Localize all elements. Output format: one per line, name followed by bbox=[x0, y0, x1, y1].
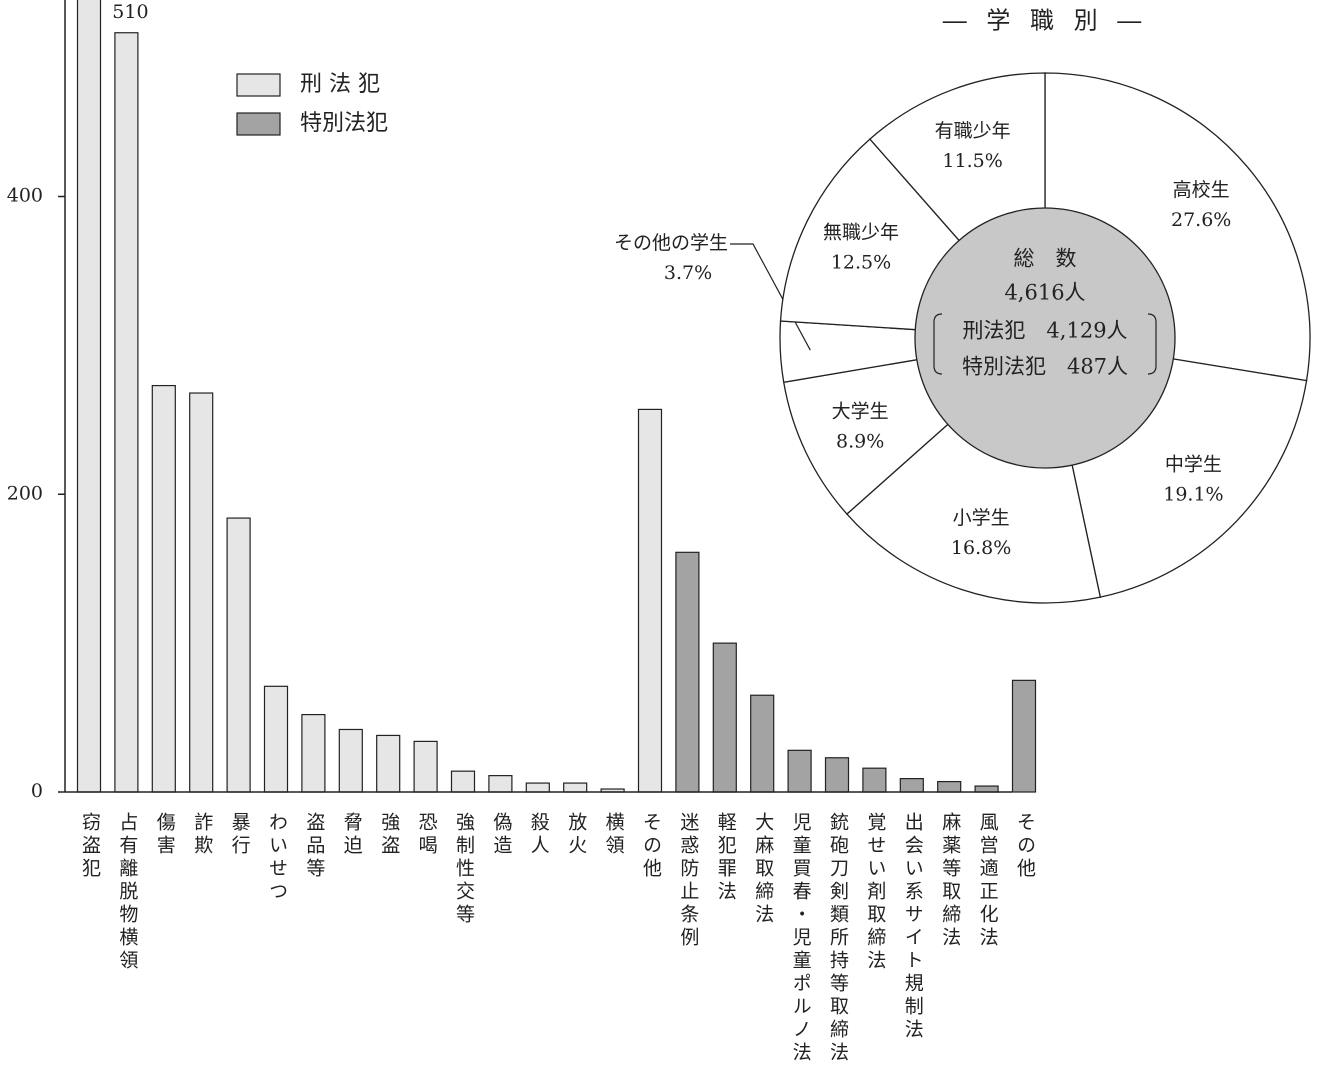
x-tick-label: 偽造 bbox=[490, 812, 512, 858]
bar bbox=[787, 749, 812, 793]
legend-swatch bbox=[236, 112, 281, 136]
slice-value: 19.1% bbox=[1163, 483, 1223, 505]
y-tick-label: 400 bbox=[7, 185, 43, 207]
pie-center bbox=[914, 207, 1176, 469]
legend-label: 特別法犯 bbox=[300, 111, 388, 136]
x-tick-label: 占有離脱物横領 bbox=[116, 812, 138, 973]
x-tick-label: 出会い系サイト規制法 bbox=[902, 812, 924, 1042]
bar bbox=[637, 408, 663, 793]
y-tick-label: 200 bbox=[7, 482, 43, 504]
slice-label: 高校生 bbox=[1173, 179, 1230, 201]
slice-label: 大学生 bbox=[832, 401, 889, 423]
x-tick-label: 横領 bbox=[603, 812, 625, 858]
bar bbox=[114, 32, 139, 793]
pie-title: ― 学 職 別 ― bbox=[943, 7, 1148, 35]
center-text: 総 数 bbox=[1014, 247, 1077, 271]
x-tick-label: 傷害 bbox=[154, 812, 176, 858]
bracket bbox=[933, 313, 943, 375]
bar bbox=[226, 517, 251, 793]
slice-label: 無職少年 bbox=[823, 222, 899, 244]
bar bbox=[712, 642, 737, 793]
slice-label: 小学生 bbox=[953, 507, 1010, 529]
slice-value: 3.7% bbox=[664, 262, 712, 284]
bar bbox=[899, 778, 924, 793]
x-tick-label: 殺人 bbox=[528, 812, 550, 858]
slice-value: 11.5% bbox=[942, 150, 1002, 172]
slice-label: 有職少年 bbox=[935, 120, 1011, 142]
x-tick-label: 麻薬等取締法 bbox=[939, 812, 961, 950]
x-tick-label: 強盗 bbox=[378, 812, 400, 858]
bar bbox=[263, 685, 289, 793]
slice-label: 中学生 bbox=[1165, 453, 1222, 475]
x-tick-label: 軽犯罪法 bbox=[715, 812, 737, 904]
bar bbox=[376, 734, 401, 793]
bar bbox=[862, 767, 887, 793]
bar bbox=[488, 775, 513, 793]
bar bbox=[301, 713, 326, 793]
x-tick-label: 暴行 bbox=[229, 812, 251, 858]
slice-label: その他の学生 bbox=[614, 232, 728, 254]
slice-value: 12.5% bbox=[831, 252, 891, 274]
data-label: 510 bbox=[112, 1, 148, 23]
x-tick-label: 盗品等 bbox=[303, 812, 325, 881]
x-tick-label: 大麻取締法 bbox=[752, 812, 774, 927]
x-tick-label: わいせつ bbox=[266, 812, 288, 904]
x-tick-label: 覚せい剤取締法 bbox=[864, 812, 886, 973]
x-tick-label: 詐欺 bbox=[191, 812, 213, 858]
center-text: 特別法犯 487人 bbox=[962, 355, 1128, 379]
slice-value: 8.9% bbox=[836, 431, 884, 453]
x-tick-label: 銃砲刀剣類所持等取締法 bbox=[827, 812, 849, 1065]
x-tick-label: 迷惑防止条例 bbox=[677, 812, 699, 950]
bar bbox=[937, 780, 962, 793]
slice-value: 27.6% bbox=[1171, 209, 1231, 231]
bar bbox=[151, 384, 176, 793]
center-text: 刑法犯 4,129人 bbox=[962, 319, 1127, 343]
bar bbox=[675, 551, 700, 793]
x-tick-label: 恐喝 bbox=[416, 812, 438, 858]
x-tick-label: その他 bbox=[640, 812, 662, 881]
bar bbox=[413, 740, 438, 793]
bar bbox=[1011, 679, 1037, 793]
slice-value: 16.8% bbox=[951, 537, 1011, 559]
x-tick-label: 風営適正化法 bbox=[977, 812, 999, 950]
bar bbox=[189, 392, 214, 793]
x-tick-label: 強制性交等 bbox=[453, 812, 475, 927]
bar bbox=[76, 0, 102, 793]
x-tick-label: 児童買春・児童ポルノ法 bbox=[790, 812, 812, 1065]
x-tick-label: 脅迫 bbox=[341, 812, 363, 858]
bar bbox=[563, 782, 588, 793]
legend-label: 刑 法 犯 bbox=[300, 72, 380, 97]
bar bbox=[824, 757, 850, 793]
bar bbox=[338, 728, 363, 793]
x-tick-label: 放火 bbox=[565, 812, 587, 858]
bar bbox=[974, 785, 999, 793]
center-text: 4,616人 bbox=[1004, 281, 1085, 305]
bracket bbox=[1147, 313, 1157, 375]
x-tick-label: その他 bbox=[1014, 812, 1036, 881]
x-tick-label: 窃盗犯 bbox=[79, 812, 101, 881]
y-tick-label: 0 bbox=[31, 780, 43, 802]
bar bbox=[450, 770, 476, 793]
bar bbox=[750, 694, 775, 793]
legend-swatch bbox=[236, 73, 281, 97]
bar bbox=[525, 782, 550, 793]
